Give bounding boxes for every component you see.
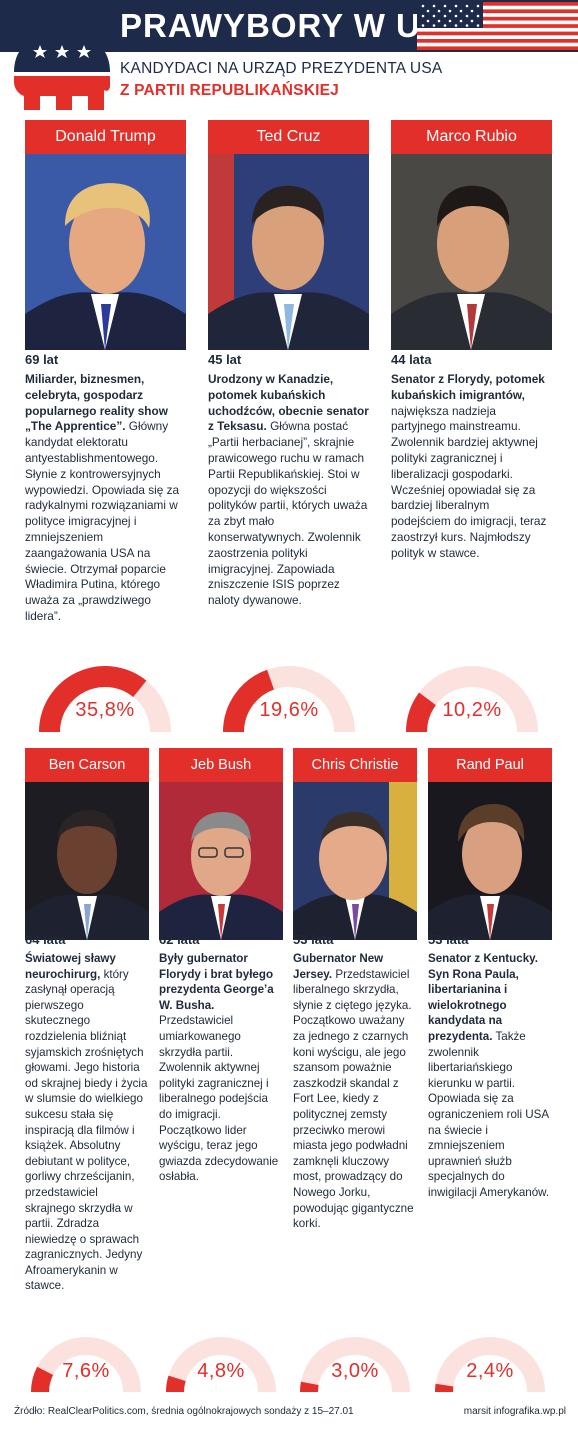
support-value: 2,4% bbox=[466, 1360, 514, 1382]
support-gauge-paul: 2,4% bbox=[434, 1333, 546, 1393]
candidate-name: Chris Christie bbox=[293, 748, 417, 782]
candidate-photo bbox=[208, 154, 369, 350]
bio-highlight: Gubernator New Jersey. bbox=[293, 952, 384, 981]
source-note: Źródło: RealClearPolitics.com, średnia o… bbox=[14, 1406, 354, 1417]
candidate-name: Ted Cruz bbox=[208, 120, 369, 154]
candidate-age: 53 lata bbox=[293, 932, 334, 947]
support-value: 35,8% bbox=[75, 699, 135, 721]
gauge-fill bbox=[406, 692, 437, 733]
page-title: PRAWYBORY W USA bbox=[120, 7, 469, 44]
candidate-bio: Miliarder, biznesmen, celebryta, gospoda… bbox=[25, 372, 186, 625]
gauge-fill bbox=[434, 1383, 454, 1393]
bio-text: Główny kandydat elektoratu antyestablish… bbox=[25, 419, 180, 623]
candidate-photo bbox=[428, 782, 552, 940]
candidate-card-rubio: Marco Rubio 44 lata Senator z Florydy, p… bbox=[391, 120, 552, 660]
candidate-bio: Gubernator New Jersey. Przedstawiciel li… bbox=[293, 951, 417, 1232]
candidate-photo bbox=[159, 782, 283, 940]
support-value: 19,6% bbox=[259, 699, 319, 721]
gauge-fill bbox=[39, 666, 147, 733]
candidate-card-cruz: Ted Cruz 45 lat Urodzony w Kanadzie, pot… bbox=[208, 120, 369, 660]
header-party: Z PARTII REPUBLIKAŃSKIEJ bbox=[120, 82, 339, 99]
bio-highlight: Miliarder, biznesmen, celebryta, gospoda… bbox=[25, 372, 168, 434]
support-gauge-cruz: 19,6% bbox=[222, 663, 356, 733]
header: PRAWYBORY W USA KANDYDACI NA URZĄD PR bbox=[0, 0, 578, 122]
candidate-name: Marco Rubio bbox=[391, 120, 552, 154]
credit: marsit infografika.wp.pl bbox=[463, 1406, 566, 1417]
support-gauge-arc bbox=[406, 666, 538, 733]
candidate-age: 44 lata bbox=[391, 352, 432, 367]
republican-elephant-icon bbox=[14, 32, 110, 110]
gauge-track bbox=[300, 1337, 410, 1393]
candidate-bio: Senator z Florydy, potomek kubańskich im… bbox=[391, 372, 552, 562]
candidate-card-bush: Jeb Bush 62 lata Były gubernator Florydy… bbox=[159, 748, 283, 1338]
support-value: 4,8% bbox=[197, 1360, 245, 1382]
bio-highlight: Senator z Kentucky. Syn Rona Paula, libe… bbox=[428, 952, 538, 1043]
candidate-age: 69 lat bbox=[25, 352, 59, 367]
bio-highlight: Były gubernator Florydy i brat byłego pr… bbox=[159, 952, 274, 1012]
candidate-photo bbox=[25, 782, 149, 940]
bio-text: który zasłynął operacją pierwszego skute… bbox=[25, 967, 148, 1293]
gauge-track bbox=[166, 1337, 276, 1393]
support-gauge-carson: 7,6% bbox=[30, 1333, 142, 1393]
support-gauge-arc bbox=[166, 1337, 276, 1393]
bio-highlight: Urodzony w Kanadzie, potomek kubańskich … bbox=[208, 372, 369, 434]
candidate-photo bbox=[293, 782, 417, 940]
bio-highlight: Senator z Florydy, potomek kubańskich im… bbox=[391, 372, 545, 402]
gauge-fill bbox=[31, 1366, 54, 1393]
support-gauge-rubio: 10,2% bbox=[405, 663, 539, 733]
candidate-age: 62 lata bbox=[159, 932, 200, 947]
candidate-name: Donald Trump bbox=[25, 120, 186, 154]
candidate-age: 45 lat bbox=[208, 352, 242, 367]
gauge-fill bbox=[299, 1381, 319, 1393]
support-gauge-arc bbox=[39, 666, 171, 733]
gauge-track bbox=[435, 1337, 545, 1393]
us-flag-icon bbox=[417, 2, 578, 50]
candidate-bio: Senator z Kentucky. Syn Rona Paula, libe… bbox=[428, 951, 552, 1201]
bio-text: Przedstawiciel umiarkowanego skrzydła pa… bbox=[159, 1014, 279, 1184]
candidate-bio: Urodzony w Kanadzie, potomek kubańskich … bbox=[208, 372, 369, 609]
candidate-bio: Światowej sławy neurochirurg, który zasł… bbox=[25, 951, 149, 1294]
bio-text: Przedstawiciel liberalnego skrzydła, sły… bbox=[293, 967, 414, 1231]
bio-highlight: Światowej sławy neurochirurg, bbox=[25, 952, 116, 981]
candidate-age: 53 lata bbox=[428, 932, 469, 947]
candidate-card-trump: Donald Trump 69 lat Miliarder, biznesmen… bbox=[25, 120, 186, 660]
support-gauge-trump: 35,8% bbox=[38, 663, 172, 733]
footer: Źródło: RealClearPolitics.com, średnia o… bbox=[14, 1406, 566, 1417]
support-gauge-arc bbox=[31, 1337, 141, 1393]
support-gauge-arc bbox=[434, 1337, 545, 1393]
bio-text: Główna postać „Partii herbacianej”, skra… bbox=[208, 419, 368, 608]
bio-text: największa nadzieja partyjnego mainstrea… bbox=[391, 403, 547, 560]
candidate-bio: Były gubernator Florydy i brat byłego pr… bbox=[159, 951, 283, 1185]
support-value: 3,0% bbox=[331, 1360, 379, 1382]
candidate-name: Jeb Bush bbox=[159, 748, 283, 782]
candidate-photo bbox=[391, 154, 552, 350]
support-gauge-arc bbox=[223, 666, 355, 733]
candidate-card-carson: Ben Carson 64 lata Światowej sławy neuro… bbox=[25, 748, 149, 1338]
candidate-name: Rand Paul bbox=[428, 748, 552, 782]
support-value: 10,2% bbox=[442, 699, 502, 721]
candidate-age: 64 lata bbox=[25, 932, 66, 947]
bio-text: Także zwolennik libertariańskiego kierun… bbox=[428, 1029, 550, 1199]
gauge-fill bbox=[223, 669, 275, 733]
candidate-photo bbox=[25, 154, 186, 350]
gauge-fill bbox=[166, 1375, 186, 1393]
candidate-card-paul: Rand Paul 53 lata Senator z Kentucky. Sy… bbox=[428, 748, 552, 1338]
support-gauge-bush: 4,8% bbox=[165, 1333, 277, 1393]
candidate-name: Ben Carson bbox=[25, 748, 149, 782]
support-value: 7,6% bbox=[62, 1360, 110, 1382]
support-gauge-christie: 3,0% bbox=[299, 1333, 411, 1393]
support-gauge-arc bbox=[299, 1337, 410, 1393]
candidate-card-christie: Chris Christie 53 lata Gubernator New Je… bbox=[293, 748, 417, 1338]
header-subtitle: KANDYDACI NA URZĄD PREZYDENTA USA bbox=[120, 60, 443, 77]
